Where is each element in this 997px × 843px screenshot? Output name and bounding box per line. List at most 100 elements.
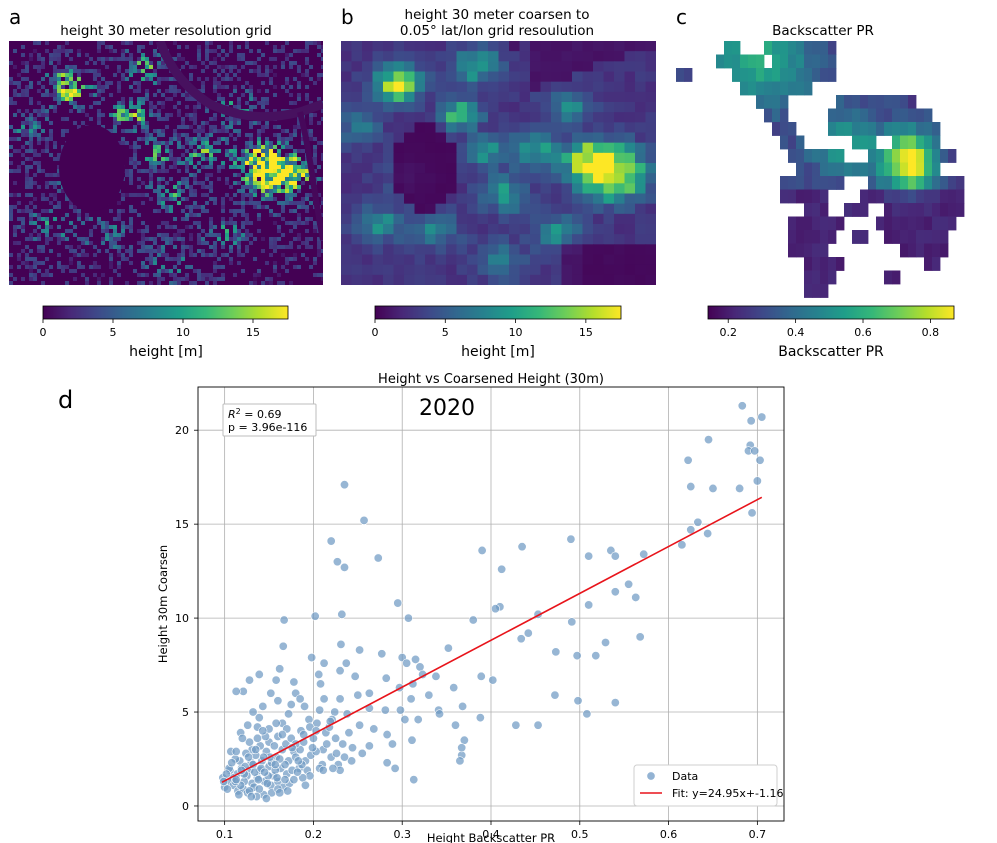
map-pixel bbox=[205, 77, 209, 81]
map-pixel bbox=[109, 233, 113, 237]
map-pixel bbox=[225, 149, 229, 153]
grid-cell bbox=[551, 152, 563, 164]
grid-cell bbox=[435, 112, 447, 123]
map-pixel bbox=[153, 129, 157, 133]
map-pixel bbox=[57, 49, 61, 53]
map-pixel bbox=[253, 121, 257, 125]
grid-cell bbox=[446, 81, 458, 93]
map-pixel bbox=[113, 269, 117, 273]
grid-cell bbox=[404, 183, 416, 195]
data-point bbox=[450, 720, 460, 730]
map-pixel bbox=[309, 265, 313, 269]
map-pixel bbox=[101, 77, 105, 81]
map-pixel bbox=[109, 257, 113, 261]
pr-cell bbox=[860, 203, 869, 217]
map-pixel bbox=[253, 257, 257, 261]
map-pixel bbox=[73, 65, 77, 69]
grid-cell bbox=[582, 122, 594, 134]
map-pixel bbox=[205, 41, 209, 45]
map-pixel bbox=[117, 273, 121, 277]
map-pixel bbox=[137, 49, 141, 53]
grid-cell bbox=[645, 203, 656, 215]
grid-cell bbox=[393, 244, 405, 256]
data-point bbox=[251, 745, 261, 755]
map-pixel bbox=[261, 181, 265, 185]
grid-cell bbox=[551, 274, 563, 285]
grid-cell bbox=[519, 254, 531, 266]
map-pixel bbox=[217, 177, 221, 181]
grid-cell bbox=[519, 91, 531, 103]
map-pixel bbox=[93, 73, 97, 77]
pr-cell bbox=[932, 176, 941, 190]
map-pixel bbox=[29, 265, 33, 269]
map-pixel bbox=[285, 81, 289, 85]
pr-cell bbox=[780, 68, 789, 82]
map-pixel bbox=[121, 229, 125, 233]
map-pixel bbox=[245, 41, 249, 45]
map-pixel bbox=[181, 181, 185, 185]
map-pixel bbox=[197, 77, 201, 81]
pr-cell bbox=[892, 176, 901, 190]
map-pixel bbox=[249, 181, 253, 185]
grid-cell bbox=[635, 71, 647, 83]
map-pixel bbox=[9, 161, 13, 165]
pr-cell bbox=[892, 95, 901, 109]
map-pixel bbox=[137, 249, 141, 253]
map-pixel bbox=[137, 229, 141, 233]
map-pixel bbox=[277, 245, 281, 249]
map-pixel bbox=[141, 117, 145, 121]
map-pixel bbox=[177, 233, 181, 237]
grid-cell bbox=[467, 224, 479, 235]
data-point bbox=[750, 446, 760, 456]
grid-cell bbox=[561, 102, 573, 113]
map-pixel bbox=[217, 265, 221, 269]
grid-cell bbox=[645, 122, 656, 134]
map-pixel bbox=[149, 173, 153, 177]
map-pixel bbox=[245, 173, 249, 177]
map-pixel bbox=[85, 85, 89, 89]
map-pixel bbox=[61, 69, 65, 73]
map-pixel bbox=[249, 69, 253, 73]
map-pixel bbox=[169, 197, 173, 201]
data-point bbox=[449, 683, 459, 693]
map-pixel bbox=[273, 133, 277, 137]
grid-cell bbox=[519, 132, 531, 144]
map-pixel bbox=[309, 113, 313, 117]
map-pixel bbox=[317, 53, 321, 57]
map-pixel bbox=[33, 133, 37, 137]
map-pixel bbox=[121, 117, 125, 121]
grid-cell bbox=[351, 274, 363, 285]
grid-cell bbox=[446, 183, 458, 195]
map-pixel bbox=[209, 161, 213, 165]
grid-cell bbox=[551, 193, 563, 205]
pr-cell bbox=[956, 176, 965, 190]
map-pixel bbox=[61, 93, 65, 97]
map-pixel bbox=[61, 133, 65, 137]
map-pixel bbox=[237, 209, 241, 213]
map-pixel bbox=[273, 237, 277, 241]
data-point bbox=[253, 775, 263, 785]
map-pixel bbox=[137, 81, 141, 85]
map-pixel bbox=[109, 49, 113, 53]
map-pixel bbox=[249, 221, 253, 225]
map-pixel bbox=[185, 141, 189, 145]
grid-cell bbox=[341, 71, 353, 83]
map-pixel bbox=[213, 77, 217, 81]
map-pixel bbox=[53, 173, 57, 177]
map-pixel bbox=[25, 133, 29, 137]
grid-cell bbox=[519, 183, 531, 195]
map-pixel bbox=[29, 113, 33, 117]
grid-cell bbox=[488, 81, 500, 93]
grid-cell bbox=[509, 71, 521, 83]
map-pixel bbox=[201, 253, 205, 257]
map-pixel bbox=[285, 77, 289, 81]
map-pixel bbox=[265, 177, 269, 181]
map-pixel bbox=[109, 129, 113, 133]
map-pixel bbox=[221, 217, 225, 221]
map-pixel bbox=[181, 217, 185, 221]
map-pixel bbox=[273, 49, 277, 53]
map-pixel bbox=[181, 117, 185, 121]
grid-cell bbox=[488, 173, 500, 184]
map-pixel bbox=[109, 265, 113, 269]
map-pixel bbox=[273, 189, 277, 193]
